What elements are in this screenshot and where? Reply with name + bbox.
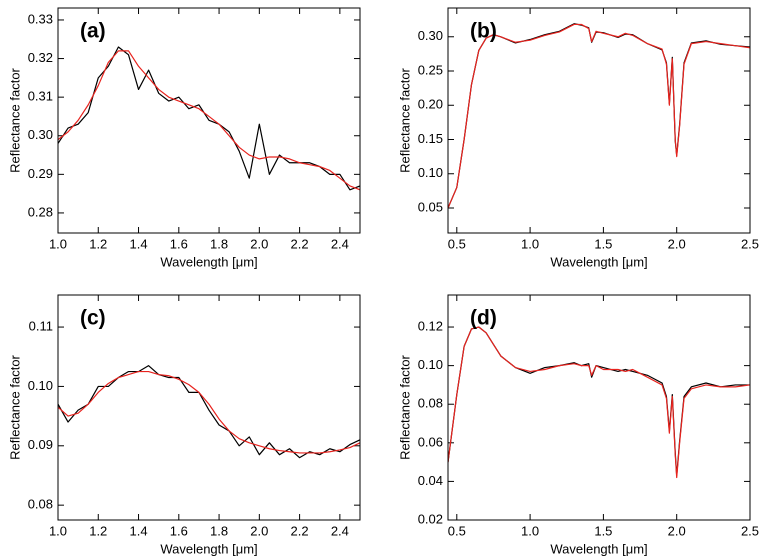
x-axis-label: Wavelength [μm] — [160, 254, 257, 269]
x-tick-label: 2.5 — [741, 523, 759, 538]
y-axis-label: Reflectance factor — [397, 67, 412, 172]
x-tick-label: 1.8 — [210, 236, 228, 251]
y-tick-label: 0.10 — [418, 165, 443, 180]
x-tick-label: 1.0 — [521, 236, 539, 251]
y-tick-label: 0.09 — [28, 437, 53, 452]
plot-frame — [57, 294, 361, 521]
plot-frame — [447, 294, 751, 521]
data-line — [58, 365, 360, 459]
y-tick-label: 0.15 — [418, 131, 443, 146]
y-tick-label: 0.05 — [418, 199, 443, 214]
x-tick-label: 1.0 — [49, 236, 67, 251]
data-line — [58, 46, 360, 191]
x-tick-label: 2.5 — [741, 236, 759, 251]
plot — [58, 365, 360, 459]
y-tick-label: 0.30 — [28, 127, 53, 142]
panel-label: (d) — [470, 307, 497, 330]
data-line — [448, 326, 750, 477]
x-axis-label: Wavelength [μm] — [550, 254, 647, 269]
x-tick-label: 1.6 — [170, 523, 188, 538]
x-tick-label: 2.0 — [250, 523, 268, 538]
x-tick-label: 2.4 — [331, 236, 349, 251]
x-tick-label: 1.0 — [49, 523, 67, 538]
y-tick-label: 0.11 — [29, 318, 53, 333]
x-tick-label: 1.6 — [170, 236, 188, 251]
plot-frame — [57, 7, 361, 234]
data-line — [448, 326, 750, 479]
data-line — [58, 50, 360, 191]
plot-frame — [447, 7, 751, 234]
x-tick-label: 1.8 — [210, 523, 228, 538]
y-tick-label: 0.31 — [28, 89, 53, 104]
x-tick-label: 0.5 — [448, 523, 466, 538]
x-tick-label: 2.0 — [250, 236, 268, 251]
plot — [448, 23, 750, 209]
y-tick-label: 0.12 — [418, 318, 443, 333]
x-tick-label: 1.4 — [129, 236, 147, 251]
y-tick-label: 0.29 — [28, 166, 53, 181]
panel: 0.5 1.0 1.5 2.0 2.5 0.02 0.04 0.06 0.08 0.10 0.12 (… — [397, 294, 759, 556]
x-tick-label: 1.4 — [129, 523, 147, 538]
y-tick-label: 0.28 — [28, 204, 53, 219]
y-axis-label: Reflectance factor — [7, 354, 22, 459]
y-tick-label: 0.32 — [28, 50, 53, 65]
x-tick-label: 1.2 — [89, 236, 107, 251]
x-tick-label: 1.0 — [521, 523, 539, 538]
y-tick-label: 0.25 — [418, 62, 443, 77]
plot — [448, 326, 750, 479]
plot — [58, 46, 360, 191]
panel: 0.5 1.0 1.5 2.0 2.5 0.05 0.10 0.15 0.20 0.25 0.30 (… — [397, 7, 759, 269]
x-tick-label: 2.2 — [291, 236, 309, 251]
x-tick-label: 1.5 — [594, 236, 612, 251]
y-tick-label: 0.10 — [28, 378, 53, 393]
x-tick-label: 2.0 — [668, 523, 686, 538]
data-line — [58, 370, 360, 454]
y-tick-label: 0.06 — [418, 434, 443, 449]
x-tick-label: 1.5 — [594, 523, 612, 538]
x-tick-label: 2.4 — [331, 523, 349, 538]
y-tick-label: 0.08 — [418, 396, 443, 411]
data-line — [448, 23, 750, 209]
panel: 1.0 1.2 1.4 1.6 1.8 2.0 2.2 2.4 0.08 0.09 0.10 0.11… — [7, 294, 361, 556]
x-tick-label: 2.2 — [291, 523, 309, 538]
panel: 1.0 1.2 1.4 1.6 1.8 2.0 2.2 2.4 0.28 0.29 0.30 0.31… — [7, 7, 361, 269]
data-line — [448, 23, 750, 209]
y-tick-label: 0.10 — [418, 357, 443, 372]
panel-label: (c) — [80, 307, 106, 330]
x-tick-label: 1.2 — [89, 523, 107, 538]
y-tick-label: 0.02 — [418, 511, 443, 526]
panel-label: (b) — [470, 20, 497, 43]
x-tick-label: 2.0 — [668, 236, 686, 251]
x-axis-label: Wavelength [μm] — [550, 541, 647, 556]
x-axis-label: Wavelength [μm] — [160, 541, 257, 556]
y-tick-label: 0.08 — [28, 497, 53, 512]
y-axis-label: Reflectance factor — [397, 354, 412, 459]
y-tick-label: 0.04 — [418, 473, 443, 488]
y-tick-label: 0.33 — [28, 11, 53, 26]
x-tick-label: 0.5 — [448, 236, 466, 251]
y-tick-label: 0.20 — [418, 97, 443, 112]
y-tick-label: 0.30 — [418, 28, 443, 43]
y-axis-label: Reflectance factor — [7, 67, 22, 172]
panel-label: (a) — [80, 20, 106, 43]
